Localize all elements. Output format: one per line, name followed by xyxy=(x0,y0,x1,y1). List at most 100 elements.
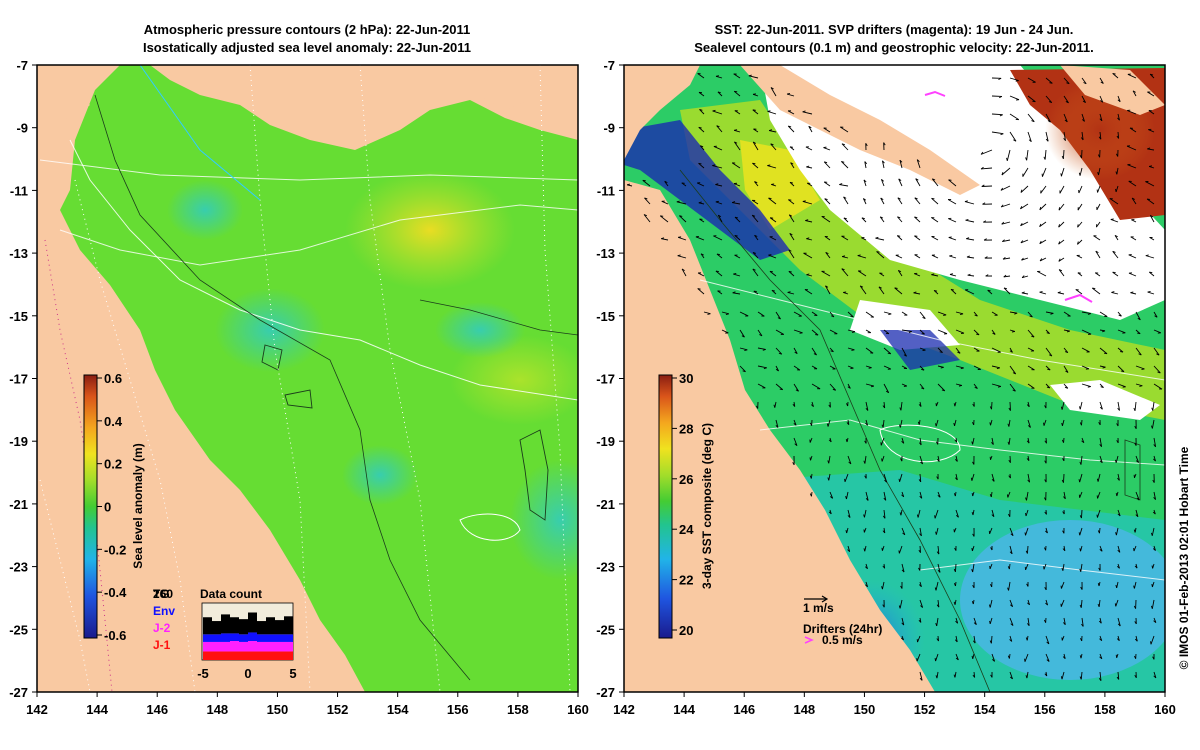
velocity-vector-head xyxy=(1112,250,1116,253)
velocity-vector-head xyxy=(1145,254,1149,257)
velocity-vector-head xyxy=(1048,101,1052,104)
velocity-vector xyxy=(913,292,921,295)
velocity-vector xyxy=(716,253,723,259)
velocity-vector-head xyxy=(1117,117,1120,121)
velocity-vector xyxy=(1130,236,1137,241)
velocity-vector-head xyxy=(965,218,969,221)
velocity-vector xyxy=(859,285,867,295)
velocity-vector xyxy=(1063,131,1066,141)
velocity-vector xyxy=(1039,221,1047,228)
velocity-vector-head xyxy=(971,493,974,497)
velocity-vector xyxy=(919,329,925,335)
data-count-bar-segment xyxy=(275,620,284,635)
velocity-vector-head xyxy=(744,349,748,352)
velocity-vector-head xyxy=(1027,602,1030,606)
velocity-vector-head xyxy=(1134,655,1137,659)
velocity-vector xyxy=(842,256,849,259)
velocity-vector-head xyxy=(918,584,922,588)
velocity-vector-head xyxy=(882,604,885,608)
velocity-vector-head xyxy=(1119,351,1124,353)
velocity-vector-head xyxy=(865,584,868,588)
velocity-vector-head xyxy=(1153,458,1156,462)
velocity-vector-head xyxy=(1081,119,1085,122)
velocity-vector-head xyxy=(1010,533,1014,537)
velocity-vector xyxy=(803,252,813,259)
velocity-vector xyxy=(1079,473,1083,483)
velocity-vector xyxy=(955,383,962,386)
velocity-vector-head xyxy=(1134,621,1137,625)
velocity-vector-head xyxy=(1012,372,1016,375)
velocity-vector-head xyxy=(1095,250,1099,253)
sst-png-land xyxy=(740,65,980,195)
velocity-vector xyxy=(751,214,759,223)
velocity-vector-head xyxy=(1007,655,1010,659)
velocity-vector xyxy=(1000,185,1011,191)
velocity-vector-head xyxy=(997,386,1001,388)
velocity-vector-head xyxy=(677,254,681,257)
velocity-vector xyxy=(1063,491,1066,499)
sla-colorbar-bar xyxy=(83,374,98,639)
velocity-vector-head xyxy=(825,285,829,288)
velocity-vector xyxy=(721,329,729,334)
velocity-vector xyxy=(1002,257,1011,260)
velocity-vector-head xyxy=(707,313,711,315)
velocity-vector xyxy=(1027,365,1035,371)
velocity-vector-head xyxy=(903,354,907,357)
velocity-vector xyxy=(829,329,838,335)
velocity-vector xyxy=(990,635,993,644)
velocity-vector-head xyxy=(876,251,880,253)
velocity-vector xyxy=(769,217,777,223)
velocity-vector-head xyxy=(1064,386,1068,389)
data-count-bar-segment xyxy=(275,651,284,660)
velocity-vector xyxy=(1042,167,1047,177)
velocity-vector xyxy=(768,197,777,205)
velocity-vector xyxy=(811,383,821,390)
velocity-vector xyxy=(931,274,939,277)
velocity-vector xyxy=(901,311,908,316)
velocity-vector xyxy=(802,201,813,205)
velocity-vector-head xyxy=(875,236,879,239)
velocity-vector xyxy=(739,329,745,338)
velocity-vector xyxy=(788,249,795,259)
velocity-vector xyxy=(897,270,903,277)
velocity-vector xyxy=(1080,455,1083,465)
velocity-vector xyxy=(937,329,948,335)
velocity-vector xyxy=(786,93,795,97)
velocity-vector xyxy=(1020,185,1029,193)
velocity-vector-head xyxy=(989,640,992,644)
data-count-x-tick-label: 0 xyxy=(244,666,251,681)
velocity-vector-head xyxy=(806,165,810,168)
velocity-vector xyxy=(827,419,831,427)
velocity-vector-head xyxy=(865,143,868,147)
velocity-vector xyxy=(1006,149,1011,161)
velocity-vector xyxy=(1128,254,1137,259)
velocity-vector-head xyxy=(712,164,716,167)
velocity-vector xyxy=(883,401,886,409)
velocity-vector xyxy=(1007,491,1011,498)
papua-new-guinea-land xyxy=(150,65,578,150)
velocity-vector-head xyxy=(1077,224,1079,228)
velocity-vector-head xyxy=(935,423,937,427)
velocity-vector xyxy=(752,252,759,259)
velocity-vector xyxy=(1116,581,1119,589)
velocity-vector-head xyxy=(809,475,812,479)
sst-sealevel-contour-2 xyxy=(759,419,1165,466)
left_panel-x-tick-label: 154 xyxy=(387,702,409,717)
velocity-vector xyxy=(1117,95,1121,102)
velocity-vector-head xyxy=(752,109,756,111)
left-y-axis: -7 -9 -11 -13 -15 -17 -19 -21 -23 -25 -27 xyxy=(9,58,37,700)
sla-low-anomaly-e xyxy=(510,460,578,580)
velocity-vector-head xyxy=(1044,547,1047,551)
velocity-vector-head xyxy=(1096,478,1099,482)
velocity-vector xyxy=(661,200,669,205)
velocity-vector-head xyxy=(1001,172,1004,176)
velocity-vector xyxy=(1099,95,1104,103)
velocity-vector xyxy=(806,274,813,277)
velocity-vector xyxy=(1061,671,1065,680)
velocity-vector xyxy=(712,165,723,169)
velocity-vector xyxy=(698,92,705,97)
velocity-vector xyxy=(1098,167,1101,176)
velocity-vector xyxy=(846,491,849,500)
velocity-vector-head xyxy=(999,114,1003,117)
velocity-vector xyxy=(937,365,944,368)
